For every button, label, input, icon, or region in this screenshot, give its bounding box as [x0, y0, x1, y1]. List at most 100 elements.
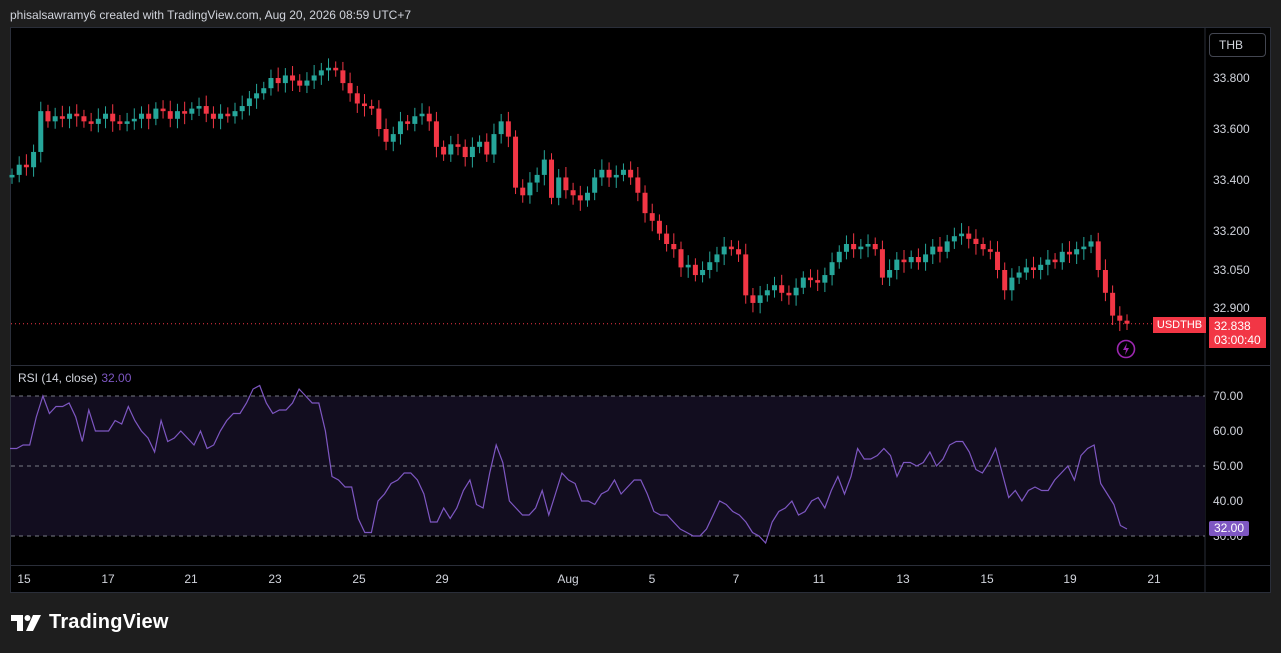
- candle-body: [750, 295, 756, 303]
- candle-body: [117, 121, 123, 124]
- candle-body: [944, 241, 950, 252]
- candle-body: [297, 80, 303, 86]
- candle-body: [915, 257, 921, 263]
- candle-body: [1124, 320, 1130, 324]
- candle-body: [800, 277, 806, 288]
- candle-body: [361, 103, 367, 107]
- candle-body: [95, 118, 101, 124]
- candle-body: [815, 280, 821, 283]
- candle-body: [67, 113, 73, 119]
- candle-body: [851, 244, 857, 250]
- candle-body: [275, 78, 281, 84]
- candle-body: [987, 249, 993, 252]
- candle-body: [347, 83, 353, 94]
- candle-body: [383, 129, 389, 142]
- candle-body: [959, 233, 965, 237]
- time-axis-tick-label: 13: [896, 572, 910, 586]
- candle-body: [541, 159, 547, 175]
- candle-body: [484, 141, 490, 155]
- candle-body: [1002, 270, 1008, 291]
- candle-body: [455, 144, 461, 147]
- candle-body: [757, 295, 763, 303]
- candle-body: [599, 169, 605, 178]
- time-axis-tick-label: 7: [733, 572, 740, 586]
- candle-body: [23, 164, 29, 168]
- candle-body: [865, 244, 871, 247]
- candle-body: [520, 187, 526, 196]
- candle-body: [1052, 259, 1058, 263]
- time-axis-tick-label: 25: [352, 572, 366, 586]
- candle-body: [685, 264, 691, 268]
- rsi-current-tag: 32.00: [1209, 521, 1249, 536]
- candle-body: [333, 67, 339, 71]
- candle-body: [261, 88, 267, 94]
- rsi-axis-tick-label: 60.00: [1213, 424, 1243, 438]
- rsi-legend[interactable]: RSI (14, close) 32.00: [18, 371, 131, 385]
- candle-body: [592, 177, 598, 193]
- candle-body: [606, 169, 612, 178]
- tradingview-brand[interactable]: TradingView: [11, 611, 169, 634]
- candle-body: [232, 111, 238, 117]
- candle-body: [678, 249, 684, 268]
- rsi-axis-tick-label: 40.00: [1213, 494, 1243, 508]
- candle-body: [743, 254, 749, 296]
- candle-body: [376, 108, 382, 129]
- header-bar: phisalsawramy6 created with TradingView.…: [0, 0, 1281, 28]
- candle-body: [103, 113, 109, 119]
- candle-body: [1066, 251, 1072, 255]
- lightning-icon[interactable]: [1116, 339, 1136, 359]
- candle-body: [441, 146, 447, 155]
- candle-body: [88, 121, 94, 124]
- candle-body: [513, 136, 519, 188]
- time-axis-tick-label: 21: [184, 572, 198, 586]
- candle-body: [1030, 267, 1036, 270]
- rsi-line: [10, 384, 1128, 545]
- candle-body: [505, 121, 511, 137]
- rsi-legend-label: RSI (14, close): [18, 371, 98, 385]
- candle-body: [160, 108, 166, 112]
- candle-body: [1009, 277, 1015, 291]
- time-axis-tick-label: 15: [17, 572, 31, 586]
- bar-countdown: 03:00:40: [1214, 333, 1261, 347]
- candle-body: [1016, 272, 1022, 278]
- candle-body: [340, 70, 346, 84]
- candle-body: [433, 121, 439, 147]
- rsi-legend-value: 32.00: [101, 371, 132, 385]
- footer-bar: TradingView: [0, 593, 1281, 653]
- time-axis-tick-label: 5: [649, 572, 656, 586]
- candle-body: [326, 67, 332, 71]
- candle-body: [239, 106, 245, 112]
- candle-body: [584, 192, 590, 201]
- candle-body: [671, 244, 677, 250]
- price-axis-tick-label: 33.050: [1213, 263, 1250, 277]
- currency-unit-button[interactable]: THB: [1209, 33, 1266, 57]
- price-axis-tick-label: 33.600: [1213, 122, 1250, 136]
- candle-body: [764, 290, 770, 296]
- candle-body: [189, 108, 195, 114]
- candle-body: [146, 113, 152, 119]
- candle-body: [138, 113, 144, 119]
- candle-body: [311, 75, 317, 81]
- candlestick-series: [9, 58, 1130, 332]
- candle-body: [397, 121, 403, 135]
- candle-body: [45, 111, 51, 122]
- candle-body: [131, 118, 137, 122]
- time-axis-tick-label: 11: [813, 572, 826, 586]
- time-axis-tick-label: 29: [435, 572, 449, 586]
- candle-body: [714, 254, 720, 263]
- candle-body: [1059, 251, 1065, 263]
- candle-body: [74, 113, 80, 117]
- candle-body: [412, 116, 418, 124]
- candle-body: [995, 251, 1001, 270]
- candle-body: [793, 287, 799, 296]
- candle-body: [613, 174, 619, 178]
- candle-body: [779, 285, 785, 293]
- candle-body: [203, 106, 209, 114]
- candle-body: [843, 244, 849, 252]
- candle-body: [16, 164, 22, 175]
- candle-body: [807, 277, 813, 281]
- candle-body: [858, 246, 864, 250]
- candle-body: [469, 146, 475, 158]
- symbol-tag: USDTHB: [1153, 317, 1206, 333]
